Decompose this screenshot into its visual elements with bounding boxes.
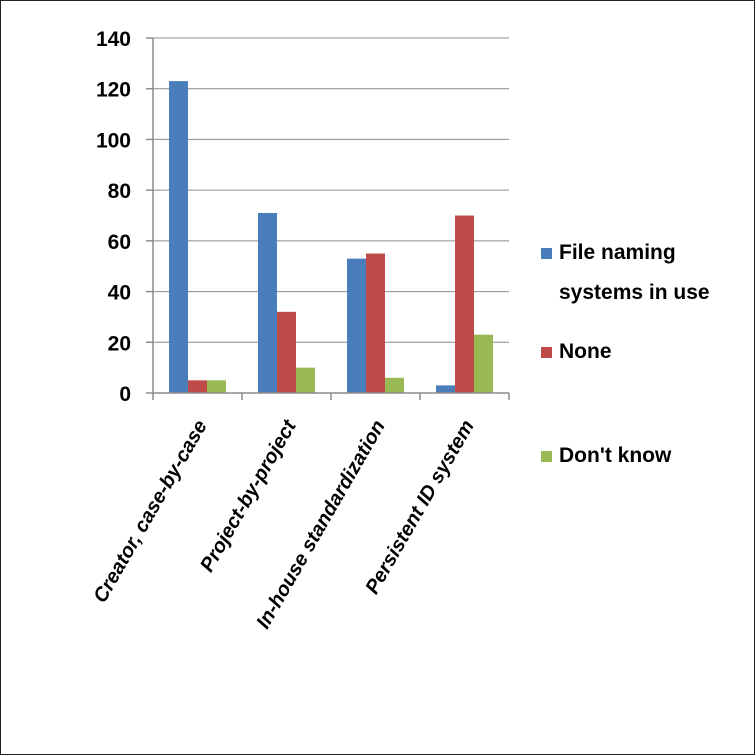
bar [366,253,385,393]
y-tick-label: 80 [108,180,131,203]
y-tick-label: 20 [108,332,131,355]
y-tick-label: 40 [108,282,131,305]
y-tick-label: 100 [96,129,131,152]
legend-swatch [541,451,552,462]
y-tick-label: 0 [119,383,131,406]
bar [385,377,404,393]
legend-label: File naming [559,241,676,264]
category-label: Creator, case-by-case [89,417,211,607]
legend-swatch [541,248,552,259]
bar [474,334,493,393]
y-tick-label: 140 [96,28,131,51]
legend-label: systems in use [559,281,710,304]
bar [296,367,315,393]
bar [347,258,366,393]
legend-swatch [541,347,552,358]
bars [169,81,493,393]
y-tick-label: 120 [96,79,131,102]
legend: File naming systems in use None Don't know [541,241,710,467]
category-labels: Creator, case-by-caseProject-by-projectI… [89,415,478,632]
bar [188,380,207,393]
bar [277,311,296,393]
bar [436,385,455,393]
bar [169,81,188,393]
axes [146,37,510,400]
y-tick-labels: 0 20 40 60 80 100 120 140 [96,28,131,406]
y-tick-label: 60 [108,231,131,254]
gridlines [153,37,509,343]
category-label: Project-by-project [196,415,301,575]
legend-label: Don't know [559,444,672,467]
bar [207,380,226,393]
legend-label: None [559,340,612,363]
bar [455,215,474,393]
bar [258,212,277,393]
